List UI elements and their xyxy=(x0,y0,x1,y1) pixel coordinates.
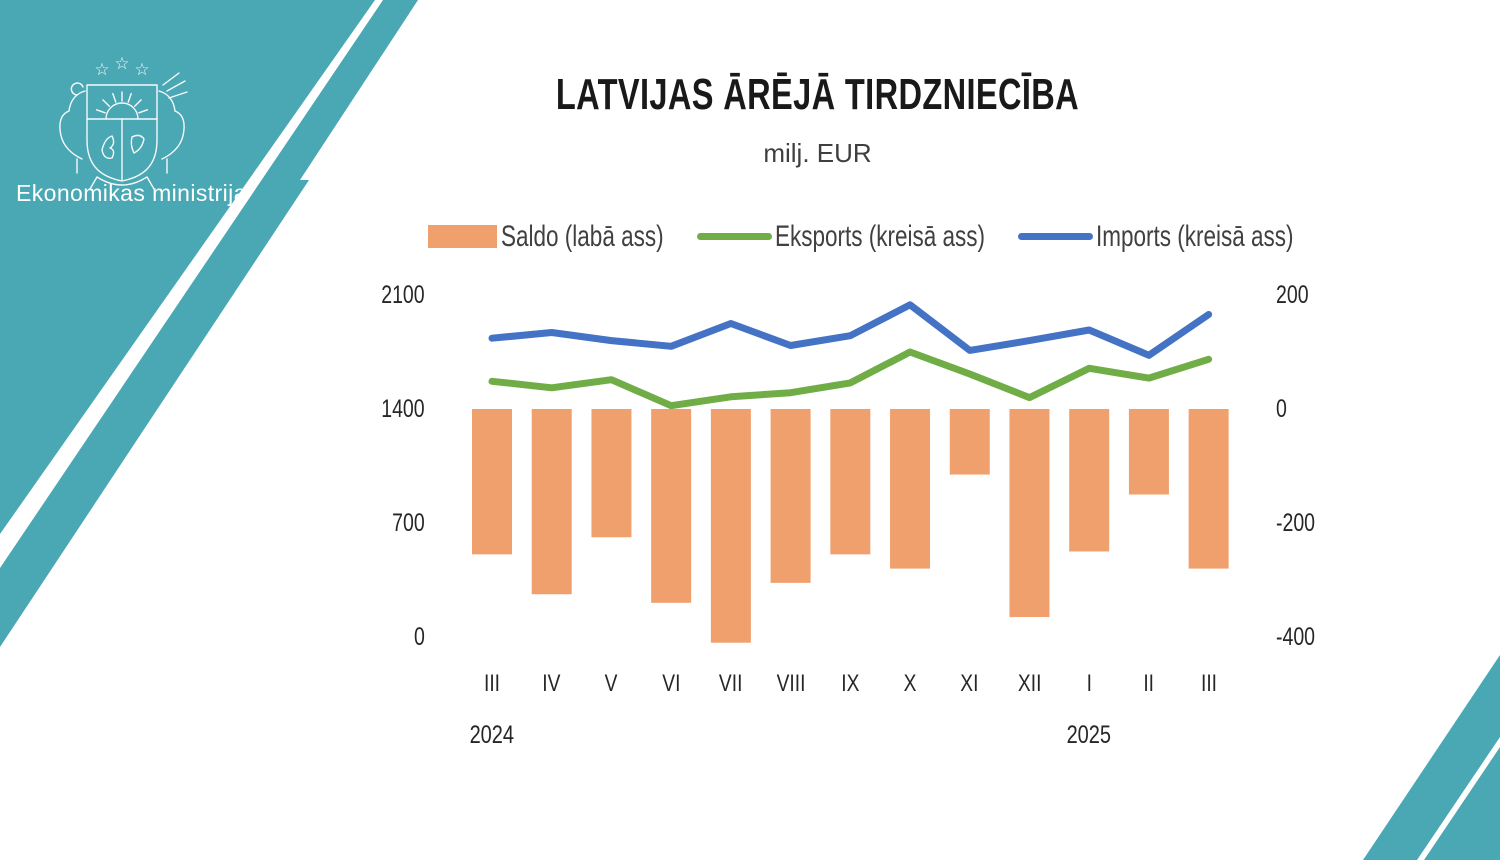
x-axis-month-label-text: VII xyxy=(719,670,743,697)
saldo-bar xyxy=(1009,409,1050,618)
teal-main-triangle xyxy=(0,0,375,534)
y-axis-left-tick: 0 xyxy=(335,624,425,650)
legend-label-imports-text: Imports (kreisā ass) xyxy=(1096,220,1294,253)
x-axis-month-label-text: XI xyxy=(960,670,979,697)
x-axis-month-label-text: VIII xyxy=(776,670,805,697)
x-axis-month-label-text: X xyxy=(903,670,917,697)
saldo-bar xyxy=(770,409,811,583)
x-axis-year-label: 2025 xyxy=(1034,722,1144,748)
page-title: LATVIJAS ĀRĒJĀ TIRDZNIECĪBA xyxy=(135,70,1500,120)
y-axis-right-tick: 200 xyxy=(1276,282,1366,308)
y-axis-left-tick: 1400 xyxy=(335,396,425,422)
x-axis-month-label-text: III xyxy=(483,670,500,697)
svg-text:☆: ☆ xyxy=(114,54,129,74)
saldo-bar xyxy=(1069,409,1110,552)
y-axis-left-tick: 2100 xyxy=(335,282,425,308)
x-axis-month-label: V xyxy=(571,671,651,697)
y-axis-right-tick-text: -200 xyxy=(1276,509,1316,537)
saldo-bar xyxy=(1188,409,1229,569)
x-axis-month-label-text: III xyxy=(1200,670,1217,697)
teal-stripe xyxy=(0,0,418,647)
x-axis-year-label: 2024 xyxy=(437,722,547,748)
y-axis-right-tick: -200 xyxy=(1276,510,1366,536)
x-axis-month-label: XII xyxy=(989,671,1069,697)
x-axis-month-label-text: I xyxy=(1086,670,1092,697)
legend-label-eksports: Eksports (kreisā ass) xyxy=(775,220,1055,254)
x-axis-month-label: IV xyxy=(512,671,592,697)
saldo-bar xyxy=(890,409,931,569)
saldo-bar xyxy=(1128,409,1169,495)
x-axis-month-label-text: IV xyxy=(542,670,561,697)
x-axis-month-label: VI xyxy=(631,671,711,697)
y-axis-right-tick-text: 200 xyxy=(1276,281,1309,309)
legend-label-saldo-text: Saldo (labā ass) xyxy=(501,220,664,253)
saldo-bar xyxy=(651,409,692,603)
y-axis-left-tick-text: 700 xyxy=(392,509,425,537)
y-axis-left-tick-text: 0 xyxy=(414,623,425,651)
x-axis-month-label-text: II xyxy=(1143,670,1155,697)
x-axis-month-label: IX xyxy=(810,671,890,697)
saldo-bar xyxy=(531,409,572,595)
latvia-coat-of-arms-icon: ☆ ☆ ☆ xyxy=(59,54,188,190)
saldo-bar xyxy=(949,409,990,475)
x-axis-month-label: II xyxy=(1109,671,1189,697)
y-axis-left-tick-text: 2100 xyxy=(381,281,425,309)
x-axis-year-label-text: 2025 xyxy=(1066,721,1112,749)
saldo-bar xyxy=(472,409,512,555)
y-axis-left-tick: 700 xyxy=(335,510,425,536)
eksports-line xyxy=(488,348,1213,410)
legend-swatch-imports xyxy=(1018,233,1093,240)
svg-text:☆: ☆ xyxy=(94,60,109,80)
x-axis-month-label-text: IX xyxy=(841,670,860,697)
teal-stripe xyxy=(1363,655,1500,860)
chart-units-subtitle: milj. EUR xyxy=(763,138,872,168)
x-axis-month-label-text: VI xyxy=(662,670,681,697)
x-axis-month-label: III xyxy=(452,671,532,697)
teal-corner-triangle xyxy=(1424,747,1500,860)
saldo-bar xyxy=(591,409,632,538)
svg-text:☆: ☆ xyxy=(134,60,149,80)
ministry-label: Ekonomikas ministrija xyxy=(16,180,247,206)
x-axis-month-label: VII xyxy=(691,671,771,697)
x-axis-month-label: VIII xyxy=(751,671,831,697)
x-axis-month-label-text: V xyxy=(605,670,618,697)
teal-corner-bottom-right xyxy=(1363,655,1500,860)
x-axis-month-label: XI xyxy=(930,671,1010,697)
legend-label-saldo: Saldo (labā ass) xyxy=(501,220,718,254)
legend-label-imports: Imports (kreisā ass) xyxy=(1096,220,1359,254)
legend-label-eksports-text: Eksports (kreisā ass) xyxy=(775,220,986,253)
x-axis-month-label-text: XII xyxy=(1017,670,1042,697)
x-axis-year-label-text: 2024 xyxy=(469,721,515,749)
teal-corner-top-left xyxy=(0,0,418,647)
x-axis-month-label: X xyxy=(870,671,950,697)
x-axis-month-label: I xyxy=(1049,671,1129,697)
x-axis-month-label: III xyxy=(1169,671,1249,697)
y-axis-right-tick-text: 0 xyxy=(1276,395,1287,423)
legend-swatch-eksports xyxy=(697,233,772,240)
page-title-text: LATVIJAS ĀRĒJĀ TIRDZNIECĪBA xyxy=(555,70,1080,119)
saldo-bar xyxy=(710,409,751,643)
y-axis-right-tick: 0 xyxy=(1276,396,1366,422)
imports-line xyxy=(488,301,1213,359)
saldo-bar xyxy=(830,409,871,555)
y-axis-right-tick-text: -400 xyxy=(1276,623,1316,651)
y-axis-left-tick-text: 1400 xyxy=(381,395,425,423)
legend-swatch-saldo xyxy=(428,225,497,248)
y-axis-right-tick: -400 xyxy=(1276,624,1366,650)
